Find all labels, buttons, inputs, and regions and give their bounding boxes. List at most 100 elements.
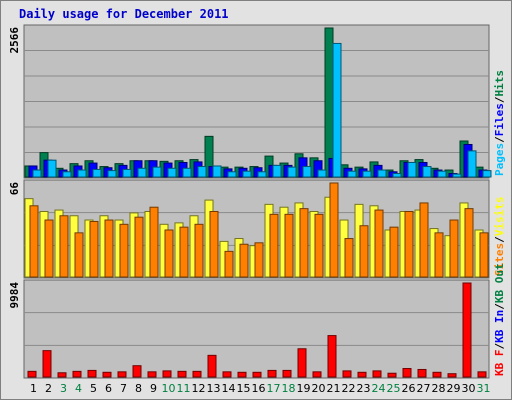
bar-sites-day-14 — [224, 250, 234, 278]
x-tick-label-day-24: 24 — [372, 382, 386, 395]
bar-sites-day-22 — [344, 238, 354, 278]
bar-sites-day-4 — [74, 232, 84, 278]
x-tick-label-day-15: 15 — [237, 382, 251, 395]
bar-sites-day-26 — [404, 210, 414, 278]
legend-entry: KB F — [493, 350, 506, 377]
bar-pages-day-3 — [62, 171, 72, 178]
x-tick-label-day-12: 12 — [192, 382, 206, 395]
legend-entry: Sites — [493, 243, 506, 276]
legend-entry: / — [493, 303, 506, 310]
x-tick-label-day-27: 27 — [417, 382, 431, 395]
bar-sites-day-25 — [389, 226, 399, 278]
x-tick-label-day-1: 1 — [30, 382, 37, 395]
legend-entry: Files — [493, 103, 506, 136]
bar-kb-f-day-5 — [87, 369, 97, 378]
bar-kb-f-day-15 — [237, 371, 247, 378]
legend-entry: Pages — [493, 143, 506, 176]
legend-hits-files-pages: Pages/Files/Hits — [493, 70, 506, 176]
x-tick-label-day-10: 10 — [162, 382, 176, 395]
x-tick-label-day-28: 28 — [432, 382, 446, 395]
bar-sites-day-24 — [374, 209, 384, 278]
x-tick-label-day-4: 4 — [75, 382, 82, 395]
x-tick-label-day-6: 6 — [105, 382, 112, 395]
bar-sites-day-29 — [449, 219, 459, 278]
bar-sites-day-12 — [194, 223, 204, 278]
bar-kb-f-day-19 — [297, 348, 307, 378]
x-tick-label-day-7: 7 — [120, 382, 127, 395]
bar-kb-f-day-3 — [57, 372, 67, 378]
bar-pages-day-15 — [242, 170, 252, 178]
bar-pages-day-12 — [197, 166, 207, 178]
bar-kb-f-day-13 — [207, 354, 217, 378]
bar-sites-day-9 — [149, 206, 159, 278]
bar-pages-day-24 — [377, 169, 387, 178]
legend-entry: Hits — [493, 70, 506, 97]
bar-sites-day-16 — [254, 242, 264, 278]
bar-kb-f-day-1 — [27, 370, 37, 378]
x-tick-label-day-23: 23 — [357, 382, 371, 395]
x-tick-label-day-16: 16 — [252, 382, 266, 395]
bar-kb-f-day-27 — [417, 368, 427, 378]
bar-sites-day-21 — [329, 182, 339, 278]
bar-sites-day-2 — [44, 219, 54, 278]
legend-entry: / — [493, 96, 506, 103]
bar-sites-day-27 — [419, 202, 429, 278]
x-tick-label-day-9: 9 — [150, 382, 157, 395]
bar-sites-day-18 — [284, 213, 294, 278]
bar-pages-day-4 — [77, 169, 87, 178]
bar-kb-f-day-25 — [387, 372, 397, 378]
bar-kb-f-day-2 — [42, 350, 52, 378]
bar-kb-f-day-8 — [132, 365, 142, 378]
x-tick-label-day-17: 17 — [267, 382, 281, 395]
bar-kb-f-day-22 — [342, 370, 352, 378]
bar-kb-f-day-23 — [357, 371, 367, 378]
bar-pages-day-29 — [452, 173, 462, 178]
x-tick-label-day-8: 8 — [135, 382, 142, 395]
bar-pages-day-1 — [32, 169, 42, 178]
bar-sites-day-20 — [314, 213, 324, 278]
bar-kb-f-day-10 — [162, 370, 172, 378]
chart-title: Daily usage for December 2011 — [19, 7, 229, 21]
ymax-label: 66 — [8, 182, 21, 196]
bar-pages-day-30 — [467, 150, 477, 178]
bar-pages-day-9 — [152, 166, 162, 178]
bar-kb-f-day-21 — [327, 335, 337, 378]
x-tick-label-day-21: 21 — [327, 382, 341, 395]
bar-kb-f-day-31 — [477, 371, 487, 378]
ymax-label: 9984 — [8, 282, 21, 309]
legend-entry: / — [493, 343, 506, 350]
bar-kb-f-day-30 — [462, 282, 472, 378]
bar-sites-day-13 — [209, 210, 219, 278]
bar-kb-f-day-29 — [447, 373, 457, 378]
bar-sites-day-11 — [179, 226, 189, 278]
x-tick-label-day-20: 20 — [312, 382, 326, 395]
bar-pages-day-19 — [302, 166, 312, 178]
bar-pages-day-28 — [437, 170, 447, 178]
legend-entry: KB Out — [493, 263, 506, 303]
bar-pages-day-17 — [272, 164, 282, 178]
legend-entry: / — [493, 236, 506, 243]
bar-sites-day-15 — [239, 243, 249, 278]
bar-kb-f-day-28 — [432, 371, 442, 378]
bar-pages-day-13 — [212, 165, 222, 178]
bar-pages-day-25 — [392, 173, 402, 178]
bar-pages-day-27 — [422, 166, 432, 178]
legend-entry: Visits — [493, 197, 506, 237]
x-tick-label-day-19: 19 — [297, 382, 311, 395]
bar-kb-f-day-6 — [102, 371, 112, 378]
bar-pages-day-8 — [137, 167, 147, 178]
bar-hits-day-21 — [324, 27, 334, 178]
x-tick-label-day-25: 25 — [387, 382, 401, 395]
bar-kb-f-day-12 — [192, 370, 202, 378]
bar-pages-day-22 — [347, 170, 357, 178]
bar-kb-f-day-11 — [177, 370, 187, 378]
bar-sites-day-30 — [464, 208, 474, 278]
bar-sites-day-1 — [29, 205, 39, 278]
panel-kbytes — [23, 279, 490, 379]
bar-sites-day-8 — [134, 216, 144, 278]
bar-pages-day-21 — [332, 42, 342, 178]
bar-kb-f-day-14 — [222, 371, 232, 378]
bar-kb-f-day-9 — [147, 371, 157, 378]
legend-entry: / — [493, 136, 506, 143]
